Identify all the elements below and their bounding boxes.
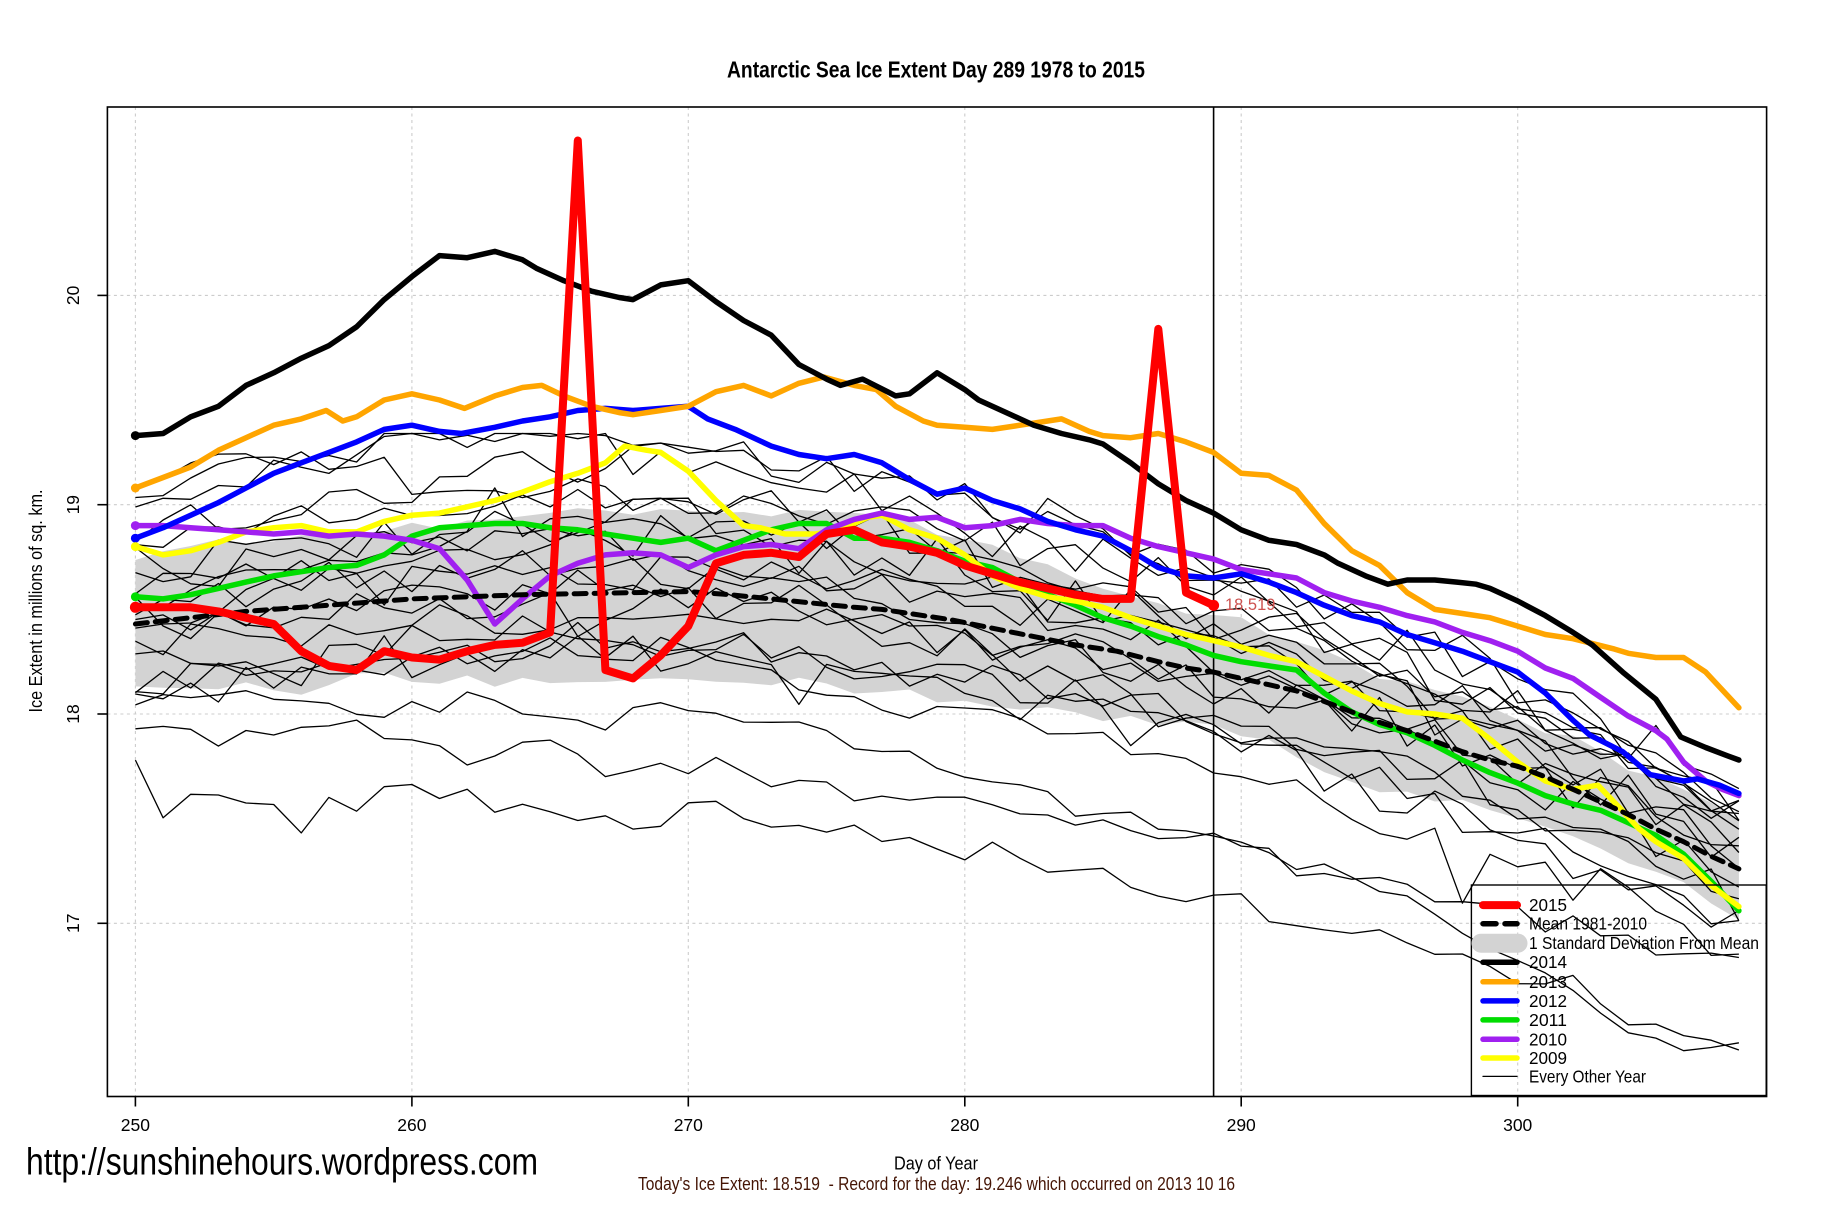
svg-text:17: 17 [63, 914, 83, 933]
svg-text:2010: 2010 [1529, 1029, 1567, 1049]
svg-text:300: 300 [1503, 1115, 1532, 1135]
svg-text:2012: 2012 [1529, 991, 1567, 1011]
svg-text:2011: 2011 [1529, 1010, 1567, 1030]
svg-text:20: 20 [63, 285, 83, 305]
svg-text:Ice Extent in millions of sq.: Ice Extent in millions of sq. km. [26, 490, 46, 713]
svg-text:19: 19 [63, 495, 83, 514]
svg-text:http://sunshinehours.wordpress: http://sunshinehours.wordpress.com [26, 1142, 538, 1184]
svg-text:290: 290 [1227, 1115, 1256, 1135]
svg-text:280: 280 [950, 1115, 979, 1135]
svg-text:270: 270 [674, 1115, 703, 1135]
svg-text:Antarctic Sea Ice Extent Day 2: Antarctic Sea Ice Extent Day 289 1978 to… [727, 57, 1145, 83]
svg-text:2009: 2009 [1529, 1048, 1567, 1068]
svg-text:18: 18 [63, 704, 83, 723]
svg-text:2013: 2013 [1529, 972, 1567, 992]
svg-text:260: 260 [397, 1115, 426, 1135]
svg-text:Day of Year: Day of Year [894, 1154, 978, 1174]
svg-text:Today's Ice Extent: 18.519 -: Today's Ice Extent: 18.519 - Record for … [638, 1174, 1235, 1194]
svg-text:250: 250 [121, 1115, 150, 1135]
svg-text:18.519: 18.519 [1225, 596, 1275, 614]
svg-text:Every Other Year: Every Other Year [1529, 1066, 1646, 1086]
svg-text:2014: 2014 [1529, 952, 1567, 972]
svg-text:2015: 2015 [1529, 895, 1567, 915]
svg-text:Mean 1981-2010: Mean 1981-2010 [1529, 914, 1647, 934]
svg-text:1 Standard Deviation From Mean: 1 Standard Deviation From Mean [1529, 933, 1759, 953]
